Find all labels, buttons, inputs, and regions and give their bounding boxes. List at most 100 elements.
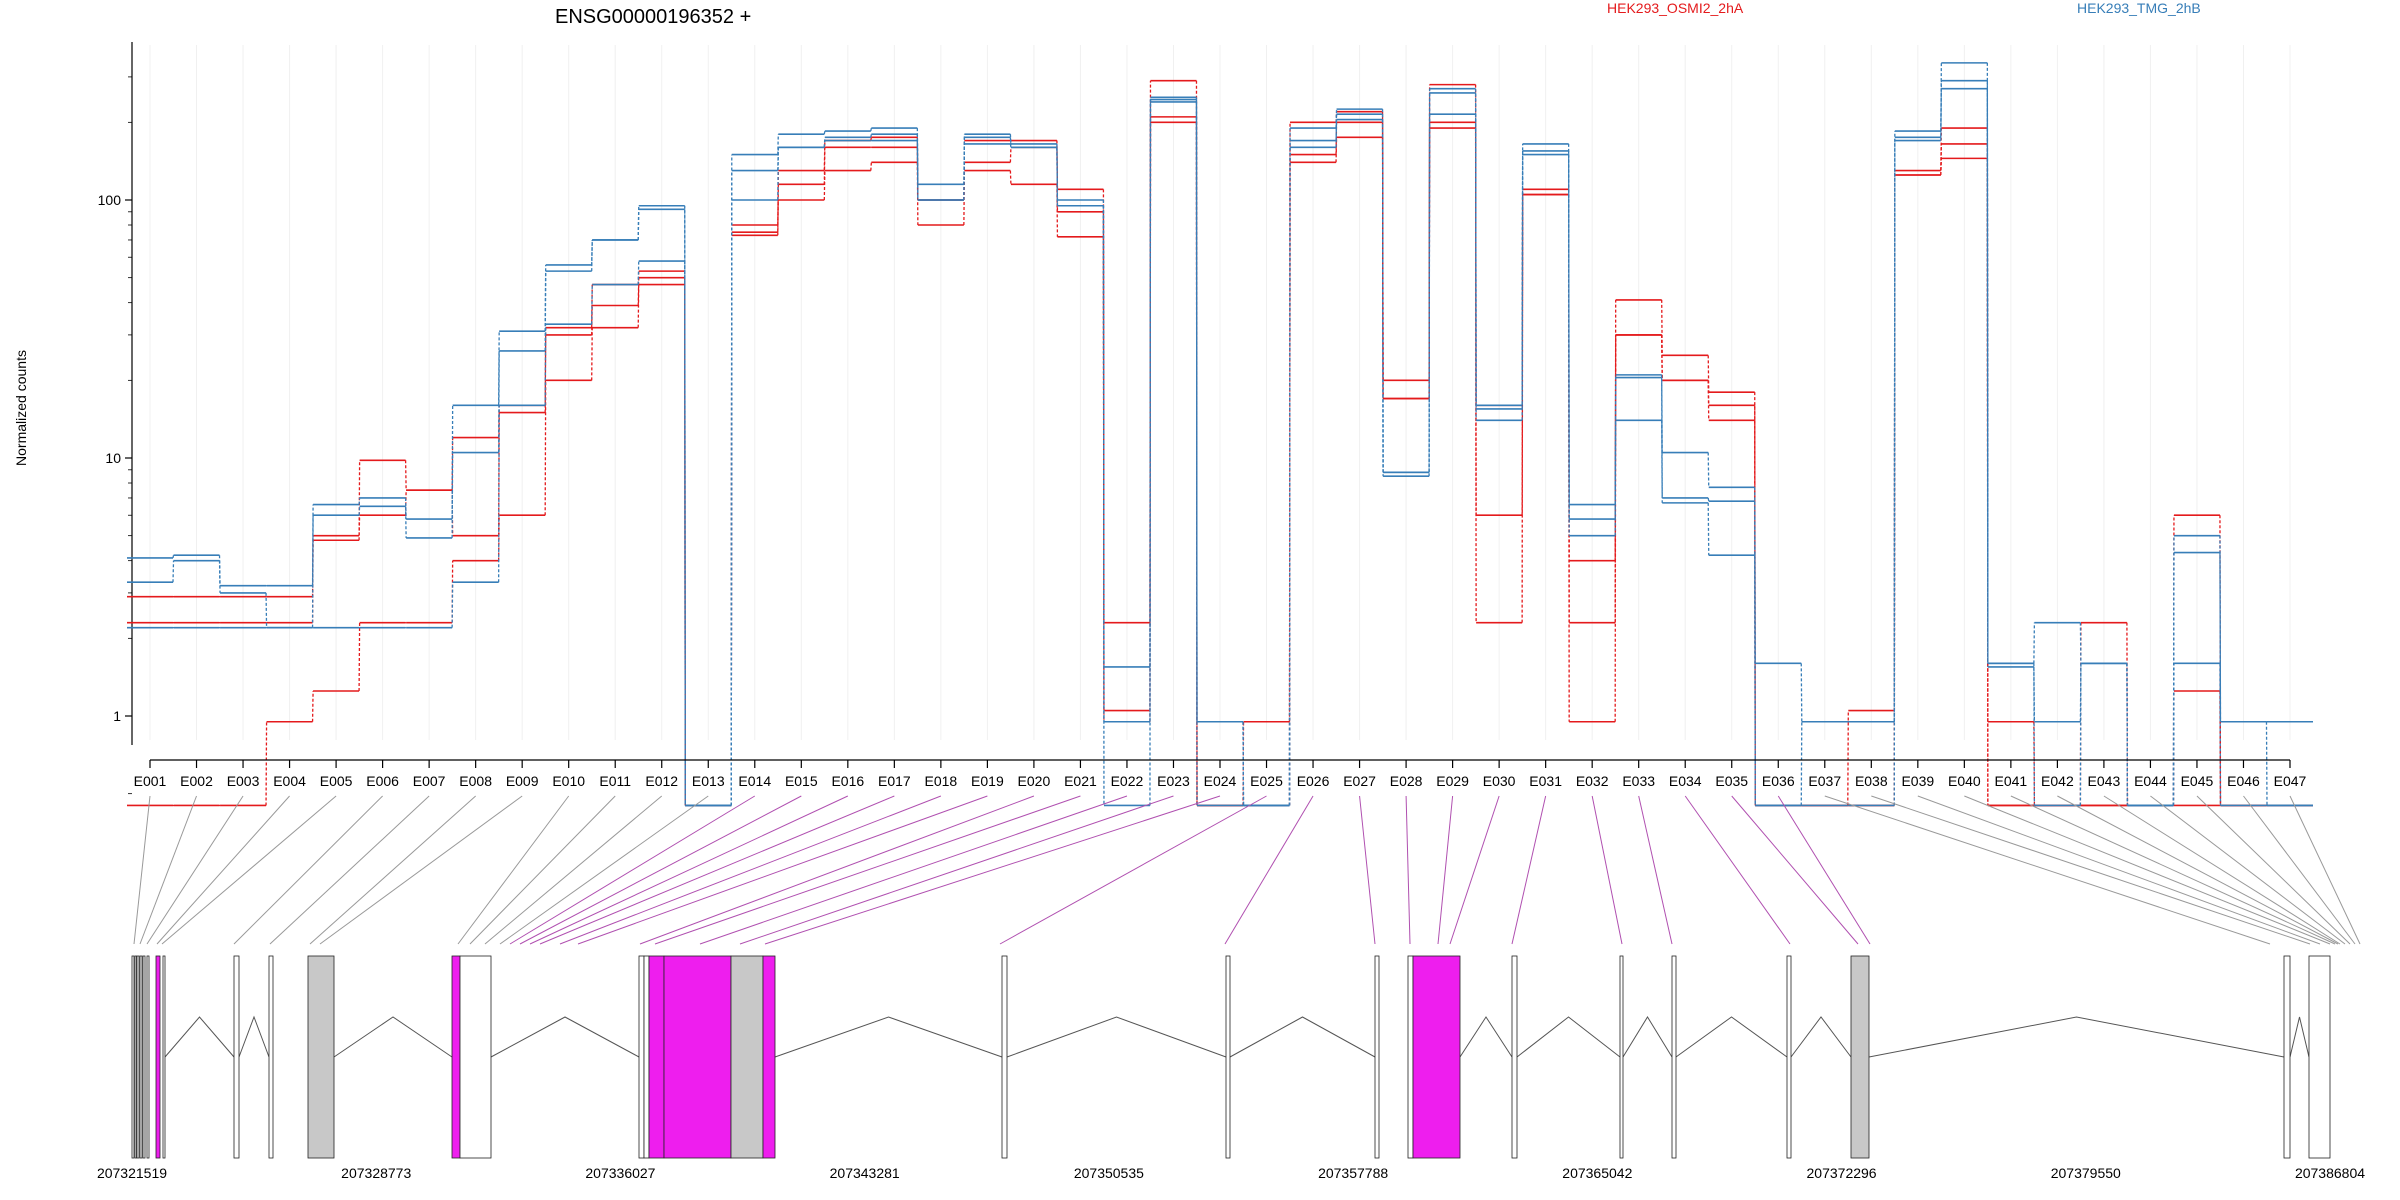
x-tick-label: E042	[2041, 773, 2074, 789]
x-tick-label: E030	[1483, 773, 1516, 789]
exon-connector	[2196, 795, 2351, 945]
genomic-tick-layer: 207321519 207328773 207336027 207343281 2073…	[97, 1165, 2365, 1181]
exon-bin	[1225, 955, 1231, 1159]
x-tick-label: E002	[180, 773, 213, 789]
series-transition	[544, 324, 547, 406]
exon-bin	[2283, 955, 2291, 1159]
series-transition	[2265, 721, 2268, 806]
exon-connector	[161, 795, 337, 945]
series-transition	[1800, 721, 1803, 806]
intron-line	[1229, 1016, 1376, 1058]
genomic-tick-label: 207343281	[830, 1165, 900, 1181]
x-tick-label: E029	[1436, 773, 1469, 789]
intron-line	[1622, 1016, 1673, 1058]
series-transition	[1707, 380, 1710, 421]
exon-connector	[1405, 795, 1411, 945]
series-transition	[172, 560, 175, 583]
x-tick-label: E044	[2134, 773, 2167, 789]
x-tick-label: E037	[1808, 773, 1841, 789]
exon-connector	[233, 795, 383, 945]
series-transition	[730, 199, 733, 806]
series-transition	[451, 452, 454, 538]
x-tick-label: E020	[1018, 773, 1051, 789]
axes-layer: 1 10 100	[98, 42, 133, 795]
exon-connector	[146, 795, 244, 945]
series-transition	[823, 130, 826, 135]
series-transition	[358, 506, 361, 516]
exon-connector	[133, 795, 151, 945]
exon-bin	[730, 955, 764, 1159]
series-transition	[2172, 663, 2175, 806]
series-transition	[2079, 622, 2082, 664]
exon-connector	[519, 795, 802, 945]
series-transition	[1242, 721, 1245, 806]
intron-line	[1006, 1016, 1227, 1058]
series-transition	[1986, 80, 1989, 667]
x-tick-label: E023	[1157, 773, 1190, 789]
series-transition	[870, 134, 872, 138]
exon-bin	[1412, 955, 1461, 1159]
exon-bin	[233, 955, 240, 1159]
series-transition	[311, 690, 314, 722]
exon-connector	[2057, 795, 2339, 945]
series-transition	[823, 140, 826, 148]
x-tick-label: E028	[1390, 773, 1423, 789]
series-transition	[963, 143, 966, 201]
x-tick-label: E046	[2227, 773, 2260, 789]
series-transition	[1288, 122, 1291, 722]
series-transition	[870, 162, 872, 171]
exon-connector	[577, 795, 988, 945]
series-transition	[498, 350, 500, 453]
series-transition	[1614, 420, 1617, 536]
x-tick-label: E047	[2274, 773, 2307, 789]
series-transition	[1521, 194, 1524, 623]
series-transition	[1707, 497, 1710, 502]
series-transition	[265, 592, 268, 628]
series-transition	[358, 460, 361, 541]
exon-bin	[1619, 955, 1624, 1159]
series-transition	[1009, 147, 1012, 163]
series-transition	[1893, 140, 1896, 806]
series-transition	[591, 284, 593, 328]
legend-entry-tmg: HEK293_TMG_2hB	[2077, 0, 2201, 16]
exon-connector	[654, 795, 1081, 945]
exon-connector	[469, 795, 616, 945]
x-tick-label: E024	[1204, 773, 1237, 789]
exon-connector	[484, 795, 663, 945]
series-transition	[591, 239, 593, 272]
exon-connector	[499, 795, 709, 945]
exon-connector	[1964, 795, 2331, 945]
series-transition	[1940, 88, 1942, 141]
exon-connector	[1871, 795, 2311, 945]
chart-title: ENSG00000196352 +	[555, 6, 751, 28]
exon-connector	[1511, 795, 1547, 945]
series-transition	[1009, 170, 1012, 185]
series-transition	[777, 199, 779, 236]
series-transition	[1195, 99, 1198, 722]
series-transition	[265, 721, 268, 806]
x-tick-label: E033	[1622, 773, 1655, 789]
x-tick-label: E018	[925, 773, 958, 789]
exon-bin	[155, 955, 161, 1159]
exon-connector	[1437, 795, 1454, 945]
series-transition	[684, 261, 686, 806]
exon-bin	[643, 955, 650, 1159]
series-transition	[870, 127, 872, 132]
intron-line	[2289, 1016, 2310, 1058]
series-transition	[358, 497, 361, 505]
exon-bin	[162, 955, 166, 1159]
x-tick-label: E043	[2088, 773, 2121, 789]
exon-connector	[639, 795, 1035, 945]
genomic-tick-label: 207365042	[1562, 1165, 1632, 1181]
series-transition	[1707, 502, 1710, 556]
series-transition	[544, 271, 547, 351]
series-transition	[2033, 622, 2036, 664]
series-transition	[1335, 114, 1338, 148]
x-tick-label: E039	[1901, 773, 1934, 789]
series-transition	[404, 460, 407, 491]
exon-connector	[2010, 795, 2336, 945]
x-tick-label: E007	[413, 773, 446, 789]
series-transition	[591, 327, 593, 381]
x-tick-label: E034	[1669, 773, 1702, 789]
exon-connector	[699, 795, 1128, 945]
